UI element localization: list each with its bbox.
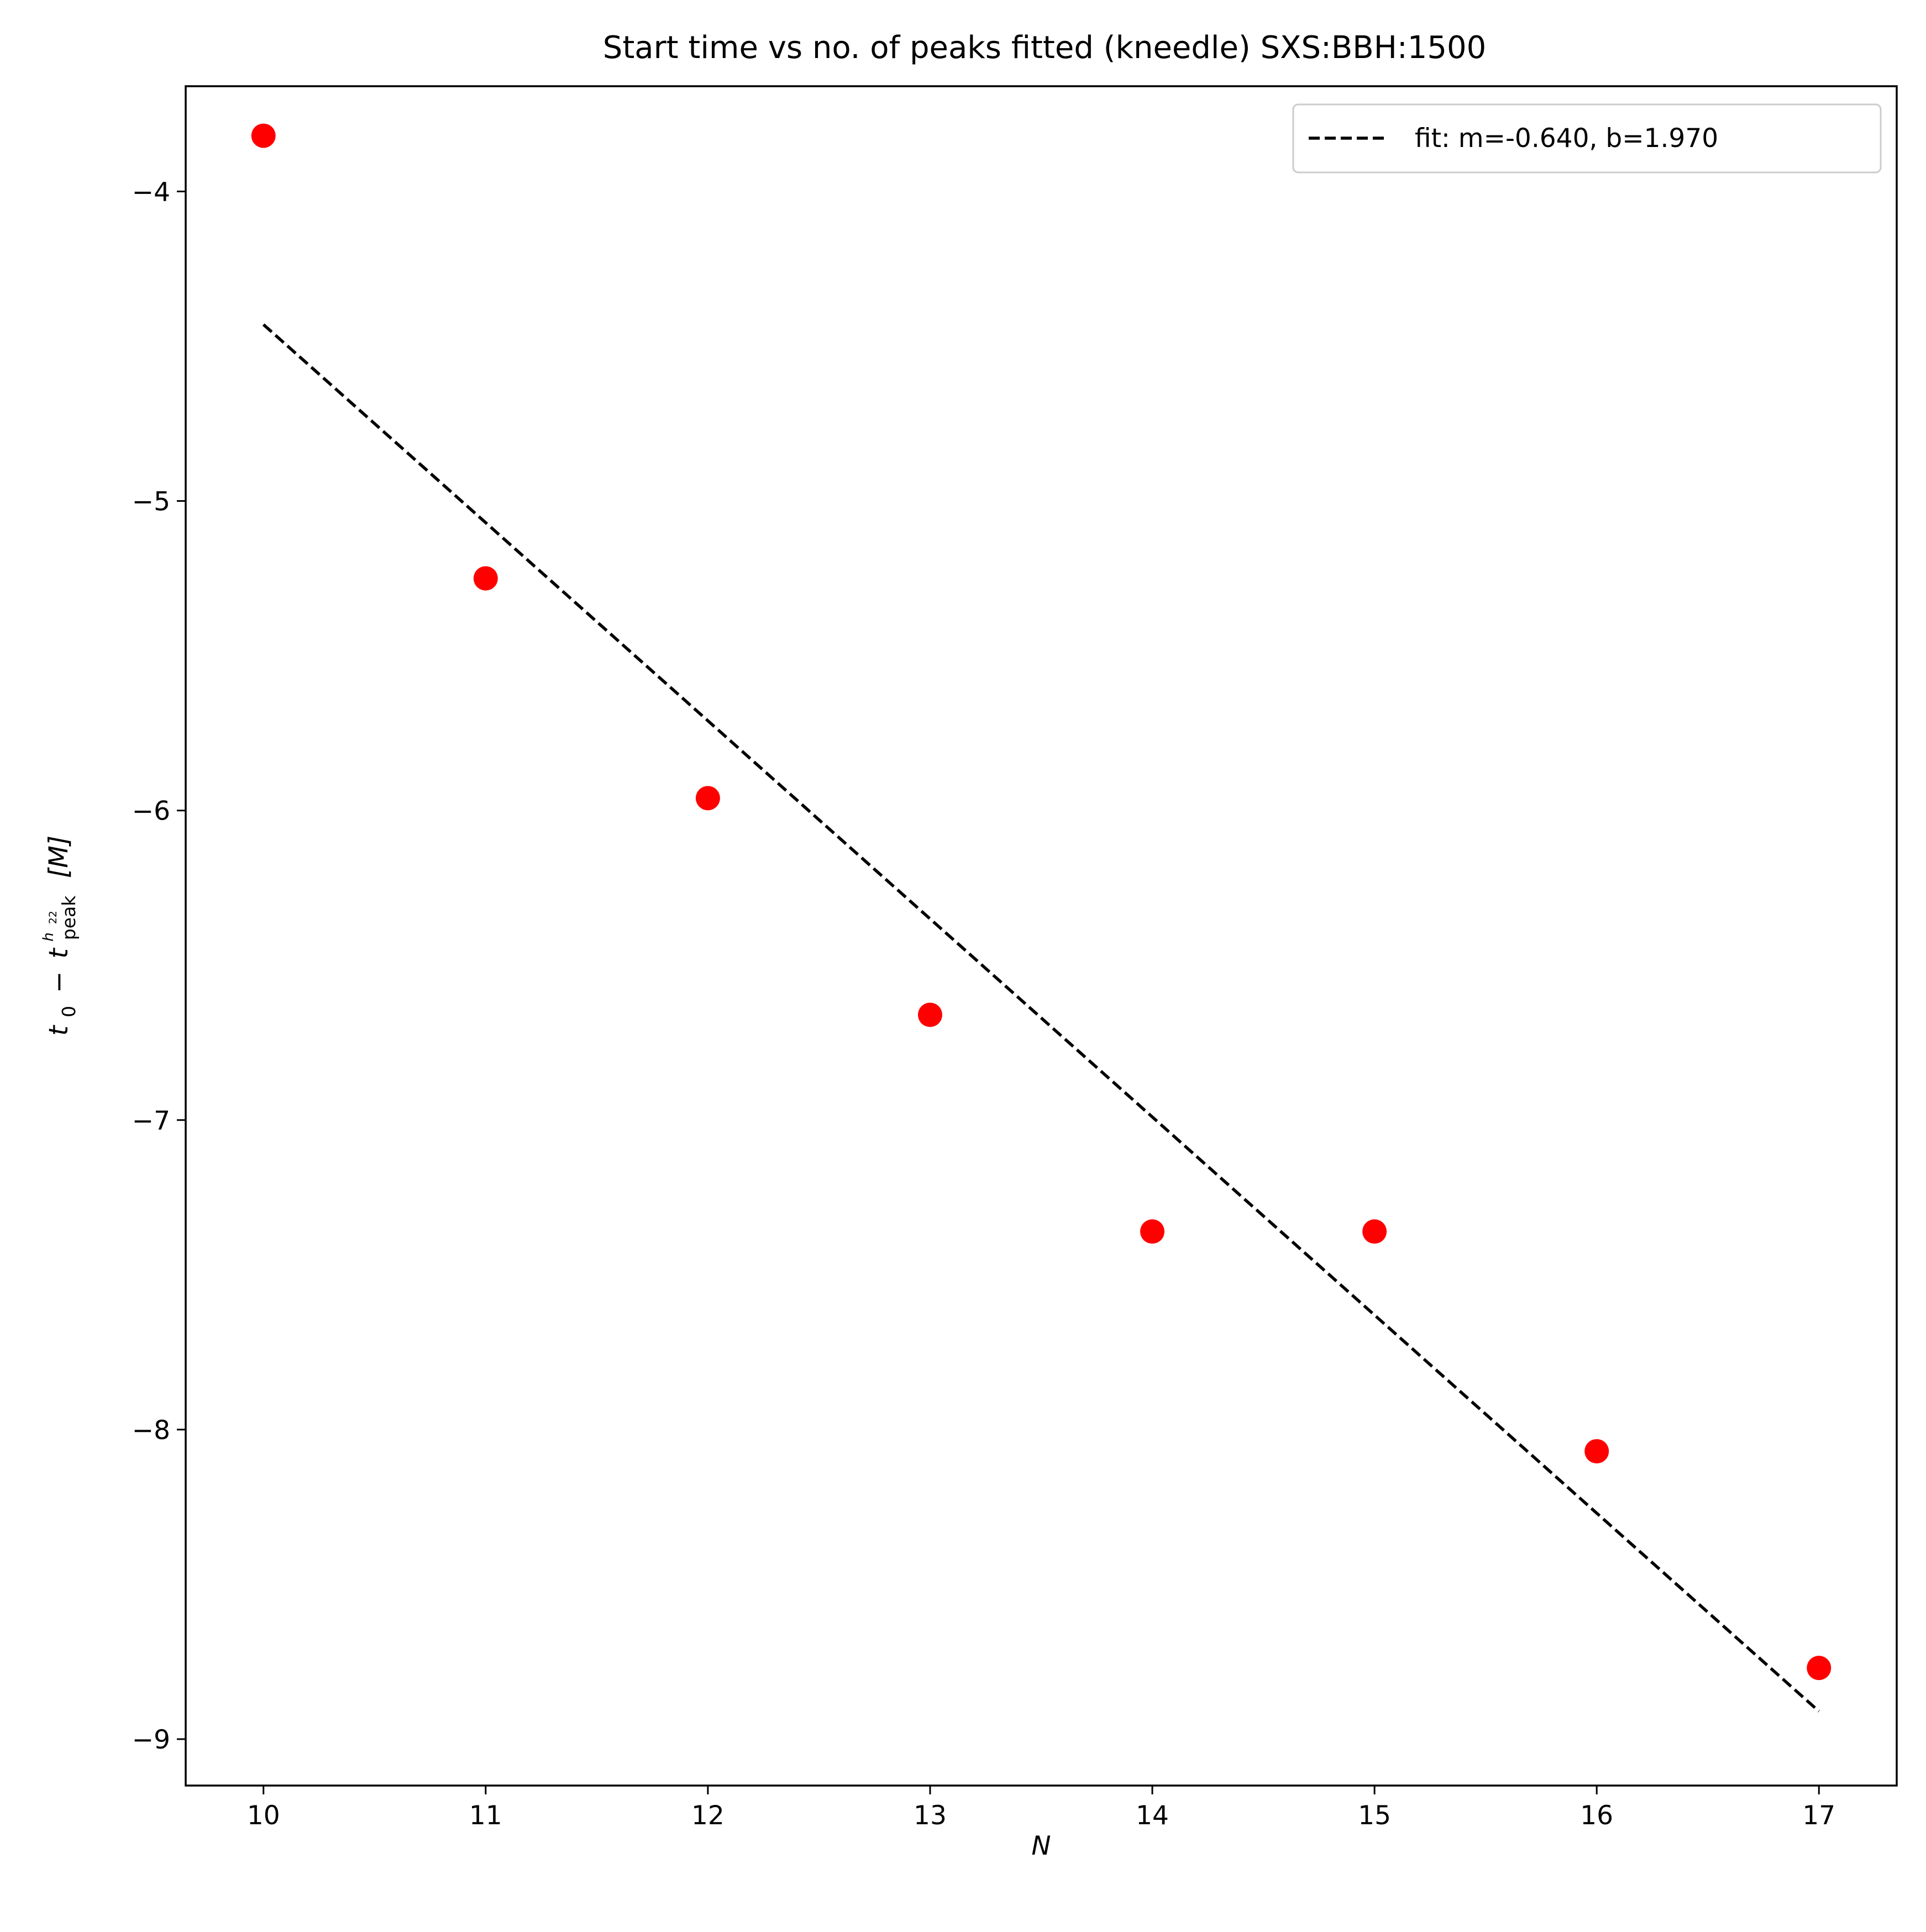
legend: fit: m=-0.640, b=1.970 — [1292, 103, 1882, 174]
legend-label: fit: m=-0.640, b=1.970 — [1415, 123, 1718, 154]
data-point — [1140, 1219, 1165, 1244]
data-point — [251, 123, 276, 148]
x-tick-label: 10 — [247, 1800, 280, 1831]
plot-area — [251, 123, 1831, 1713]
fit-line — [262, 323, 1820, 1713]
y-tick-label: −7 — [132, 1106, 170, 1136]
x-tick-label: 12 — [691, 1800, 725, 1831]
x-tick-label: 14 — [1136, 1800, 1169, 1831]
x-tick-label: 16 — [1580, 1800, 1613, 1831]
y-axis-title: t 0 − t peak h 22 [M] — [29, 836, 82, 1036]
y-tick-label: −4 — [132, 177, 170, 207]
data-point — [1807, 1656, 1831, 1681]
data-point — [1362, 1219, 1387, 1244]
y-axis: −4 −5 −6 −7 −8 −9 — [132, 177, 186, 1755]
chart-title: Start time vs no. of peaks fitted (kneed… — [603, 30, 1486, 66]
x-axis: 10 11 12 13 14 15 16 17 — [247, 1786, 1835, 1831]
y-tick-label: −9 — [132, 1725, 170, 1755]
data-point — [917, 1002, 942, 1027]
axes-frame — [185, 85, 1898, 1787]
legend-box — [1292, 103, 1882, 174]
data-point — [695, 786, 720, 811]
y-tick-label: −5 — [132, 487, 170, 517]
y-tick-label: −6 — [132, 796, 170, 827]
data-point — [1584, 1439, 1609, 1464]
x-tick-label: 17 — [1802, 1800, 1835, 1831]
x-tick-label: 15 — [1358, 1800, 1391, 1831]
y-tick-label: −8 — [132, 1415, 170, 1446]
x-tick-label: 13 — [914, 1800, 947, 1831]
x-tick-label: 11 — [469, 1800, 502, 1831]
x-axis-title: N — [1031, 1831, 1051, 1861]
data-point — [473, 566, 498, 591]
